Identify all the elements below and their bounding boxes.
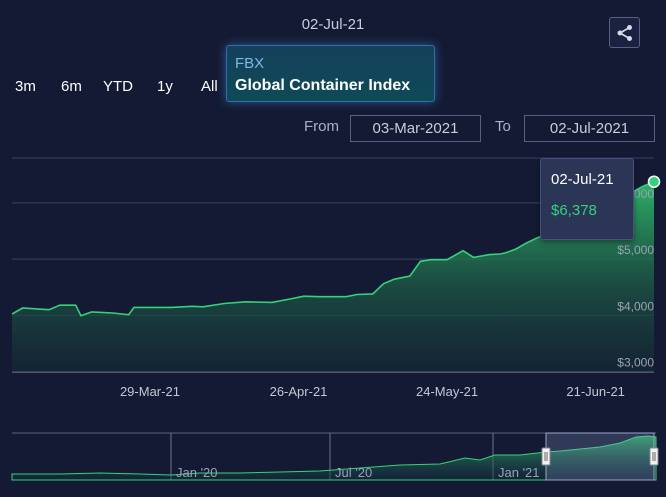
navigator-label: Jul '20 xyxy=(335,465,372,480)
series-area xyxy=(12,181,654,372)
y-tick-label: $3,000 xyxy=(617,355,654,369)
range-button-all[interactable]: All xyxy=(201,78,218,95)
range-button-ytd[interactable]: YTD xyxy=(103,78,133,95)
from-label: From xyxy=(304,118,339,135)
navigator-selection xyxy=(545,432,655,481)
navigator-handle[interactable] xyxy=(649,447,659,466)
x-tick-label: 26-Apr-21 xyxy=(270,384,328,399)
range-button-6m[interactable]: 6m xyxy=(61,78,82,95)
header-date: 02-Jul-21 xyxy=(301,16,365,33)
to-date-input[interactable]: 02-Jul-2021 xyxy=(524,115,655,142)
legend-subtitle: FBX xyxy=(235,55,265,72)
x-tick-label: 24-May-21 xyxy=(416,384,478,399)
hover-marker xyxy=(647,175,661,188)
navigator-handle[interactable] xyxy=(541,447,551,466)
range-button-1y[interactable]: 1y xyxy=(157,78,173,95)
chart-tooltip: 02-Jul-21 $6,378 xyxy=(540,158,634,240)
tooltip-date: 02-Jul-21 xyxy=(551,171,614,188)
legend-title: Global Container Index xyxy=(235,77,411,94)
navigator-area xyxy=(11,435,657,481)
navigator-label: Jan '21 xyxy=(498,465,540,480)
from-date-input[interactable]: 03-Mar-2021 xyxy=(350,115,481,142)
range-button-3m[interactable]: 3m xyxy=(15,78,36,95)
x-tick-label: 21-Jun-21 xyxy=(566,384,625,399)
to-label: To xyxy=(495,118,511,135)
series-legend[interactable]: FBX Global Container Index xyxy=(226,45,435,102)
y-tick-label: $4,000 xyxy=(617,299,654,313)
tooltip-value: $6,378 xyxy=(551,202,597,219)
x-tick-label: 29-Mar-21 xyxy=(120,384,180,399)
share-button[interactable] xyxy=(609,17,640,48)
navigator-label: Jan '20 xyxy=(176,465,218,480)
share-icon xyxy=(617,24,632,41)
y-tick-label: $5,000 xyxy=(617,243,654,257)
